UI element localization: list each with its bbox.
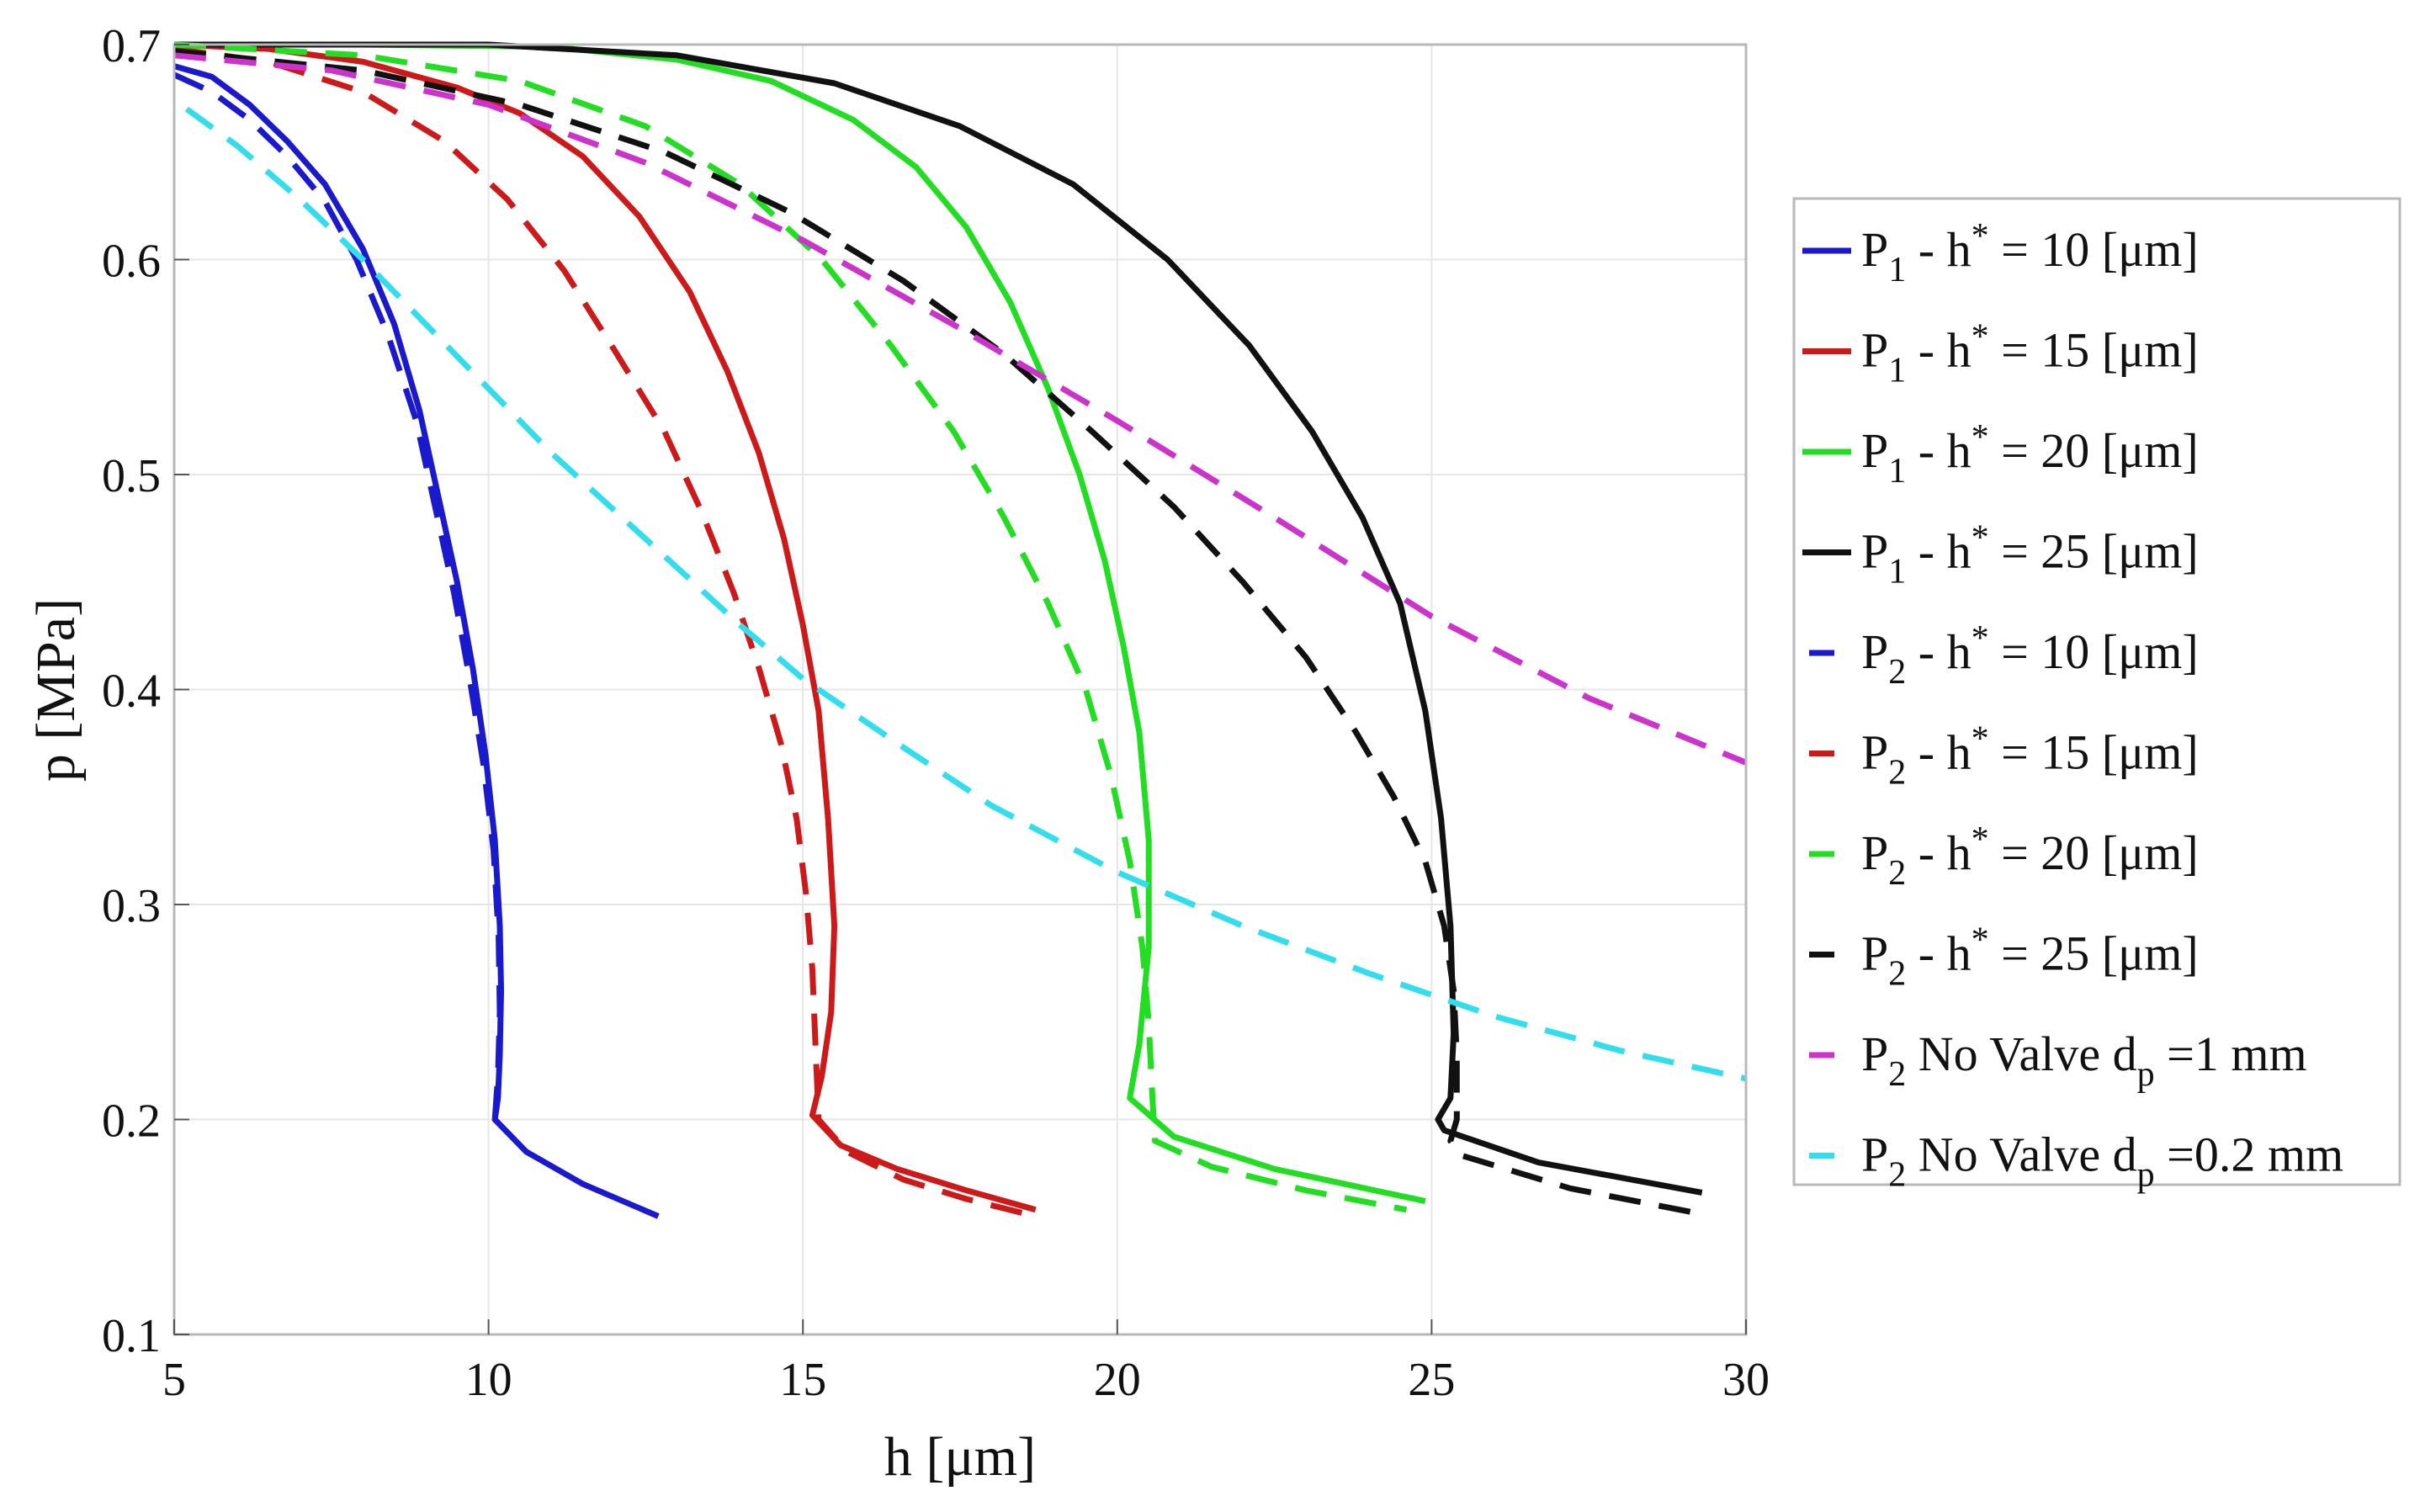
legend-label-3: P1 - h* = 20 [μm] — [1861, 418, 2199, 491]
y-tick-label: 0.5 — [102, 450, 161, 502]
legend-label-4: P1 - h* = 25 [μm] — [1861, 519, 2199, 592]
tick-labels: 5 10 15 20 25 30 0.1 0.2 0.3 0.4 0.5 0.6 0.7 — [102, 20, 1770, 1406]
series-line-6 — [173, 45, 1037, 1219]
series-line-4 — [174, 41, 1703, 1196]
legend-label-5: P2 - h* = 10 [μm] — [1861, 619, 2199, 692]
y-tick-label: 0.2 — [102, 1096, 161, 1148]
y-tick-label: 0.1 — [102, 1310, 161, 1362]
x-tick-label: 10 — [465, 1354, 512, 1406]
x-tick-label: 5 — [162, 1354, 186, 1406]
y-tick-label: 0.4 — [102, 666, 161, 718]
x-axis-label: h [μm] — [884, 1426, 1036, 1488]
legend-label-8: P2 - h* = 25 [μm] — [1861, 921, 2199, 994]
y-tick-label: 0.6 — [102, 236, 161, 288]
x-tick-label: 30 — [1722, 1354, 1770, 1406]
y-tick-label: 0.7 — [102, 20, 161, 72]
series-layer — [172, 41, 1748, 1219]
series-line-7 — [173, 41, 1408, 1213]
x-tick-label: 25 — [1408, 1354, 1455, 1406]
series-line-9 — [173, 52, 1748, 766]
y-tick-label: 0.3 — [102, 880, 161, 932]
legend-label-6: P2 - h* = 15 [μm] — [1861, 720, 2199, 793]
legend-label-10: P2 No Valve dp =0.2 mm — [1861, 1127, 2343, 1195]
legend-box — [1792, 197, 2401, 1186]
series-line-8 — [173, 48, 1703, 1218]
x-tick-label: 20 — [1094, 1354, 1141, 1406]
series-line-3 — [174, 41, 1426, 1205]
legend: P1 - h* = 10 [μm] P1 - h* = 15 [μm] P1 - h… — [1792, 197, 2401, 1195]
legend-label-1: P1 - h* = 10 [μm] — [1861, 217, 2199, 289]
series-line-10 — [184, 106, 1747, 1082]
legend-label-7: P2 - h* = 20 [μm] — [1861, 820, 2199, 893]
x-tick-label: 15 — [779, 1354, 826, 1406]
y-axis-label: p [MPa] — [25, 598, 87, 782]
series-line-5 — [172, 72, 503, 1120]
legend-label-2: P1 - h* = 15 [μm] — [1861, 318, 2199, 390]
legend-label-9: P2 No Valve dp =1 mm — [1861, 1027, 2307, 1094]
grid — [173, 44, 1747, 1335]
